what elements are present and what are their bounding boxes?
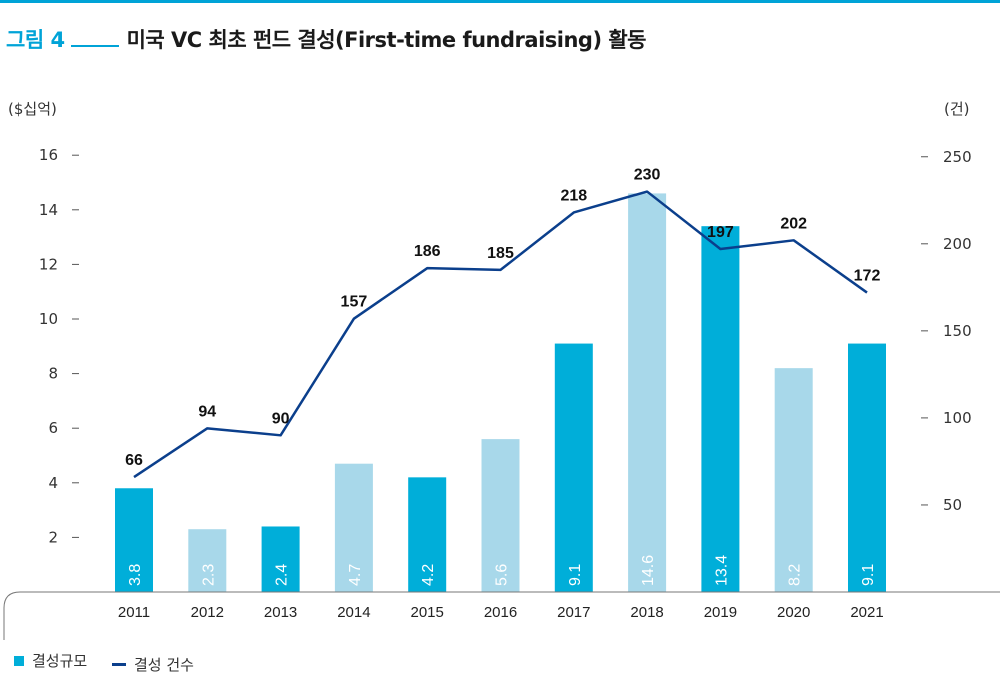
- bar: [774, 368, 813, 592]
- line-value-label: 218: [560, 187, 587, 204]
- legend-line-swatch: [111, 662, 126, 666]
- line-value-label: 94: [198, 403, 216, 420]
- line-value-label: 230: [634, 167, 661, 184]
- line-value-label: 157: [341, 294, 368, 311]
- line-value-label: 202: [780, 215, 807, 232]
- left-axis-tick-label: 4: [48, 474, 58, 492]
- bar-value-label: 14.6: [640, 555, 657, 586]
- x-axis-label: 2014: [337, 604, 370, 621]
- bar-value-label: 9.1: [567, 564, 584, 586]
- legend-line-label: 결성 건수: [133, 655, 194, 674]
- bar: [554, 343, 593, 592]
- bar: [261, 526, 300, 592]
- bar-value-label: 9.1: [860, 564, 877, 586]
- legend: 결성규모 결성 건수: [14, 650, 214, 675]
- x-axis-label: 2021: [850, 604, 883, 621]
- left-axis-tick-label: 6: [48, 419, 58, 437]
- plot-baseline: [3, 591, 1000, 640]
- legend-bar-label: 결성규모: [32, 652, 88, 670]
- x-axis-label: 2019: [704, 604, 737, 621]
- left-axis-tick-label: 16: [39, 146, 58, 164]
- bar: [848, 343, 886, 592]
- bar-value-label: 2.3: [200, 564, 217, 586]
- left-axis-unit: ($십억): [8, 100, 57, 118]
- right-axis-tick-label: 200: [943, 235, 972, 253]
- line-value-label: 66: [125, 452, 143, 469]
- bar: [115, 488, 153, 592]
- bar: [334, 463, 373, 592]
- left-axis-tick-label: 14: [39, 201, 58, 219]
- line-value-label: 172: [854, 268, 881, 285]
- left-axis-tick-label: 12: [39, 255, 58, 273]
- x-axis-label: 2015: [411, 604, 444, 621]
- bar: [481, 439, 520, 592]
- figure-title-text: 미국 VC 최초 펀드 결성(First-time fundraising) 활…: [126, 28, 647, 52]
- right-axis-tick-label: 100: [943, 409, 972, 427]
- legend-bar-swatch: [14, 655, 24, 666]
- right-axis-tick-label: 150: [943, 322, 972, 340]
- bar: [188, 529, 227, 592]
- count-line: [133, 190, 868, 479]
- x-axis-label: 2012: [191, 604, 224, 621]
- right-axis-unit: (건): [944, 100, 970, 118]
- bar: [628, 193, 667, 593]
- bar-value-label: 5.6: [494, 564, 511, 586]
- x-axis-label: 2018: [630, 604, 663, 621]
- x-axis-label: 2016: [484, 604, 517, 621]
- line-value-label: 185: [487, 245, 514, 262]
- left-axis-tick-label: 8: [48, 365, 58, 383]
- left-axis-tick-label: 2: [48, 528, 58, 546]
- title-dash: [70, 31, 119, 47]
- bar-value-label: 8.2: [787, 564, 804, 586]
- legend-item-bar: 결성규모: [14, 650, 87, 671]
- right-axis-tick-label: 50: [943, 496, 962, 514]
- line-value-label: 197: [707, 224, 734, 241]
- bar-value-label: 2.4: [274, 564, 291, 586]
- figure-number: 그림 4: [6, 28, 65, 52]
- bar-value-label: 13.4: [713, 555, 730, 586]
- legend-item-line: 결성 건수: [111, 654, 194, 675]
- x-axis-label: 2013: [264, 604, 297, 621]
- figure-title: 그림 4 미국 VC 최초 펀드 결성(First-time fundraisin…: [6, 24, 647, 54]
- line-value-label: 186: [414, 243, 441, 260]
- bar-value-label: 4.7: [347, 564, 364, 586]
- bar-value-label: 4.2: [420, 564, 437, 586]
- left-axis-tick-label: 10: [39, 310, 58, 328]
- x-axis-label: 2011: [118, 604, 150, 621]
- bar: [408, 477, 447, 592]
- right-axis-tick-label: 250: [943, 148, 972, 166]
- bar-value-label: 3.8: [127, 564, 144, 586]
- x-axis-label: 2020: [777, 604, 810, 621]
- x-axis-label: 2017: [557, 604, 590, 621]
- top-rule: [0, 0, 1000, 3]
- line-value-label: 90: [272, 410, 290, 427]
- bar: [701, 226, 740, 592]
